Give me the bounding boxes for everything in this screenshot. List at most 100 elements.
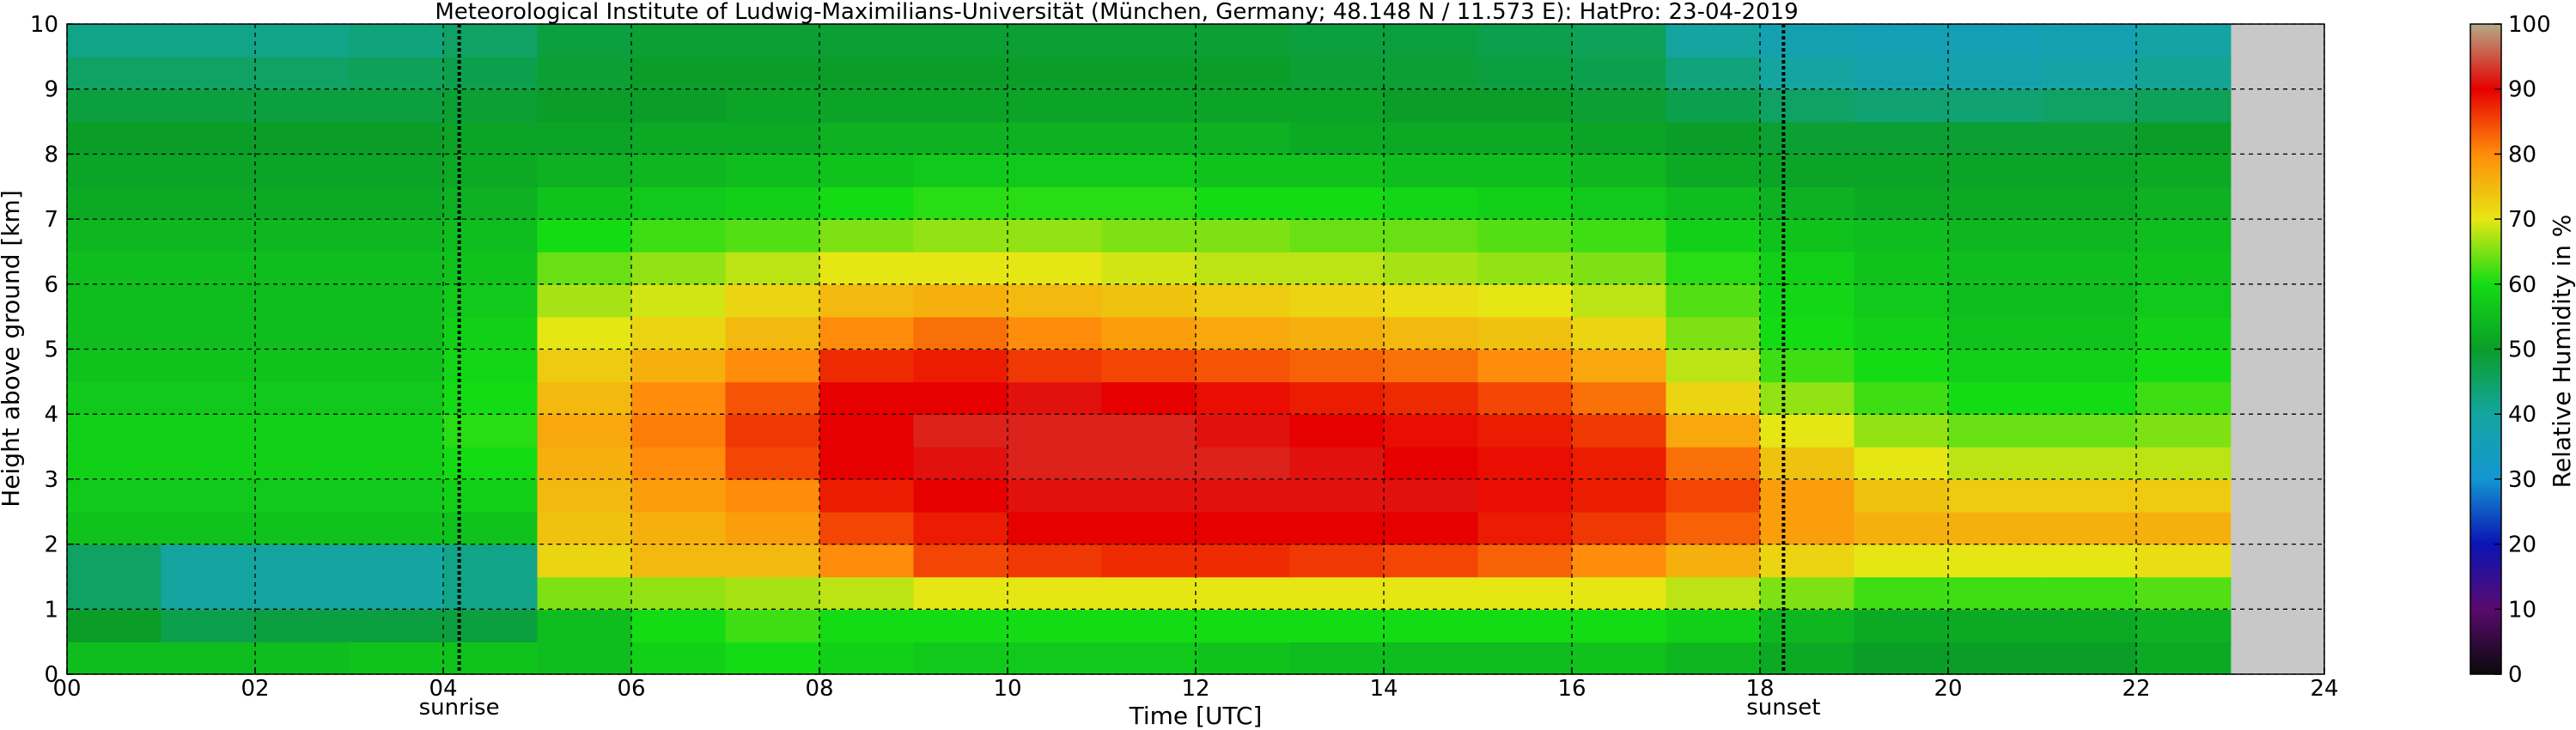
colorbar-tick-label: 30 bbox=[2508, 467, 2536, 493]
heatmap-cell bbox=[255, 576, 350, 611]
heatmap-cell bbox=[67, 642, 162, 674]
heatmap-cell bbox=[725, 349, 820, 383]
heatmap-cell bbox=[1666, 88, 1761, 123]
heatmap-cell bbox=[537, 88, 632, 123]
heatmap-cell bbox=[913, 88, 1008, 123]
heatmap-cell bbox=[1196, 251, 1291, 285]
heatmap-cell bbox=[1196, 642, 1291, 674]
x-tick-label: 24 bbox=[2310, 676, 2338, 702]
heatmap-cell bbox=[913, 24, 1008, 58]
heatmap-cell bbox=[1854, 56, 1949, 90]
heatmap-cell bbox=[819, 251, 915, 285]
heatmap-cell bbox=[1384, 283, 1479, 318]
heatmap-cell bbox=[67, 349, 162, 383]
heatmap-cell bbox=[1196, 349, 1291, 383]
heatmap-cell bbox=[1289, 251, 1385, 285]
heatmap-cell bbox=[631, 121, 727, 155]
heatmap-cell bbox=[2230, 511, 2232, 545]
heatmap-cell bbox=[1854, 88, 1949, 123]
heatmap-cell bbox=[1760, 283, 1855, 318]
heatmap-cell bbox=[537, 251, 632, 285]
heatmap-cell bbox=[537, 544, 632, 578]
heatmap-cell bbox=[2136, 349, 2232, 383]
heatmap-cell bbox=[2136, 88, 2232, 123]
heatmap-cell bbox=[631, 511, 727, 545]
heatmap-cell bbox=[2230, 24, 2232, 58]
heatmap-cell bbox=[631, 186, 727, 220]
heatmap-cell bbox=[1384, 414, 1479, 447]
y-axis-label: Height above ground [km] bbox=[0, 190, 25, 508]
heatmap-cell bbox=[1101, 642, 1197, 674]
heatmap-cell bbox=[819, 24, 915, 58]
heatmap-cell bbox=[349, 478, 444, 513]
heatmap-cell bbox=[2230, 478, 2232, 513]
heatmap-cell bbox=[1477, 251, 1573, 285]
heatmap-cell bbox=[1666, 642, 1761, 674]
colorbar-tick-label: 40 bbox=[2508, 402, 2536, 428]
heatmap-cell bbox=[443, 544, 539, 578]
heatmap-cell bbox=[1760, 447, 1855, 480]
heatmap-cell bbox=[349, 316, 444, 350]
heatmap-cell bbox=[1101, 219, 1197, 252]
heatmap-cell bbox=[1854, 447, 1949, 480]
x-tick-label: 02 bbox=[241, 676, 269, 702]
heatmap-cell bbox=[819, 219, 915, 252]
heatmap-cell bbox=[161, 186, 256, 220]
heatmap-cell bbox=[537, 154, 632, 188]
heatmap-cell bbox=[1572, 609, 1667, 642]
heatmap-cell bbox=[2042, 609, 2137, 642]
heatmap-cell bbox=[443, 414, 539, 447]
heatmap-cell bbox=[2230, 186, 2232, 220]
x-tick-label: 16 bbox=[1557, 676, 1586, 702]
heatmap-cell bbox=[1572, 316, 1667, 350]
heatmap-cell bbox=[1572, 186, 1667, 220]
heatmap-cell bbox=[349, 414, 444, 447]
heatmap-cell bbox=[1008, 24, 1103, 58]
heatmap-cell bbox=[1666, 609, 1761, 642]
x-tick-label: 14 bbox=[1369, 676, 1398, 702]
heatmap-cell bbox=[255, 121, 350, 155]
heatmap-cell bbox=[1572, 251, 1667, 285]
heatmap-cell bbox=[1948, 24, 2043, 58]
heatmap-cell bbox=[255, 414, 350, 447]
annotation-label: sunrise bbox=[419, 695, 500, 721]
heatmap-cell bbox=[725, 186, 820, 220]
heatmap-cell bbox=[1477, 186, 1573, 220]
heatmap-cell bbox=[1948, 478, 2043, 513]
heatmap-cell bbox=[1760, 544, 1855, 578]
heatmap-cell bbox=[1196, 88, 1291, 123]
y-axis: 0 1 2 3 4 5 6 7 8 9 10 bbox=[30, 12, 74, 688]
heatmap-cell bbox=[913, 186, 1008, 220]
chart-title: Meteorological Institute of Ludwig-Maxim… bbox=[435, 0, 1798, 25]
heatmap-cell bbox=[631, 349, 727, 383]
heatmap-cell bbox=[1854, 609, 1949, 642]
heatmap-cell bbox=[349, 88, 444, 123]
heatmap-cell bbox=[1760, 121, 1855, 155]
y-tick-label: 4 bbox=[44, 402, 58, 428]
heatmap-cell bbox=[1008, 381, 1103, 415]
heatmap-cell bbox=[1384, 186, 1479, 220]
colorbar-tick-label: 20 bbox=[2508, 532, 2536, 558]
heatmap-cell bbox=[1854, 121, 1949, 155]
colorbar: 0 10 20 30 40 50 60 70 80 90 100 bbox=[2469, 12, 2551, 688]
heatmap-cell bbox=[1666, 186, 1761, 220]
heatmap-cell bbox=[1008, 154, 1103, 188]
heatmap-cell bbox=[1289, 642, 1385, 674]
heatmap-cell bbox=[913, 544, 1008, 578]
heatmap-cell bbox=[443, 121, 539, 155]
heatmap-cell bbox=[67, 283, 162, 318]
heatmap-cell bbox=[1196, 381, 1291, 415]
heatmap-cell bbox=[1666, 381, 1761, 415]
heatmap-cell bbox=[819, 283, 915, 318]
heatmap-cell bbox=[1854, 381, 1949, 415]
heatmap-cell bbox=[725, 414, 820, 447]
heatmap-cell bbox=[2042, 414, 2137, 447]
heatmap-cell bbox=[1760, 642, 1855, 674]
heatmap-cell bbox=[349, 186, 444, 220]
heatmap-cell bbox=[1854, 544, 1949, 578]
heatmap-cell bbox=[1572, 447, 1667, 480]
heatmap-cell bbox=[161, 283, 256, 318]
heatmap-cell bbox=[1477, 154, 1573, 188]
heatmap-cell bbox=[161, 56, 256, 90]
heatmap-cell bbox=[725, 24, 820, 58]
